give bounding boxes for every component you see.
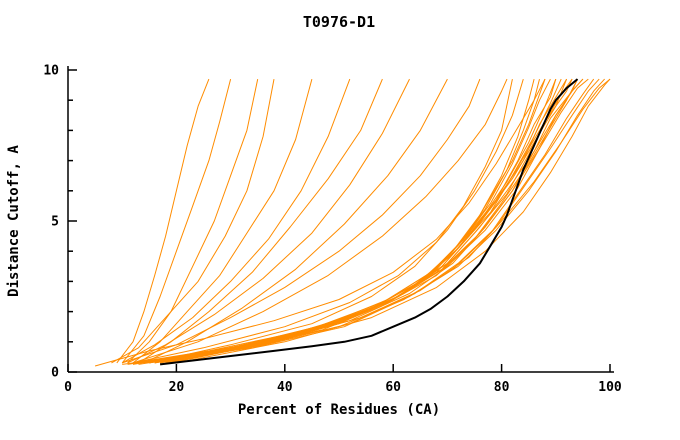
- model-curve: [159, 78, 557, 364]
- model-curve: [94, 78, 546, 367]
- model-curve: [111, 79, 275, 364]
- x-tick-label: 100: [598, 380, 622, 395]
- y-axis-label: Distance Cutoff, A: [6, 145, 22, 297]
- model-curve: [132, 78, 508, 364]
- model-curve: [127, 78, 410, 364]
- model-curve: [138, 78, 589, 364]
- x-tick-label: 20: [169, 380, 185, 395]
- model-curve: [127, 78, 259, 364]
- x-tick-label: 40: [277, 380, 293, 395]
- model-curve: [122, 78, 535, 365]
- y-tick-label: 10: [43, 64, 59, 79]
- model-curve: [132, 78, 313, 364]
- model-curve: [132, 78, 513, 364]
- model-curve: [138, 78, 383, 364]
- model-curve: [149, 78, 524, 364]
- model-curve: [176, 78, 611, 364]
- axis-ticks: [67, 69, 611, 373]
- model-curve: [143, 78, 448, 364]
- model-curve: [122, 78, 481, 364]
- y-tick-label: 5: [51, 215, 59, 230]
- chart-title: T0976-D1: [303, 13, 375, 31]
- highlighted-model-curve: [159, 78, 579, 366]
- x-tick-label: 0: [64, 380, 72, 395]
- axis-tick-labels: 0 20 40 60 80 100 0 5 10: [43, 64, 622, 396]
- model-curve: [149, 78, 595, 364]
- model-curve: [121, 78, 232, 364]
- model-curve: [121, 78, 351, 364]
- model-curve: [138, 78, 562, 365]
- model-curve: [116, 78, 210, 364]
- x-axis-label: Percent of Residues (CA): [238, 402, 440, 418]
- model-curve: [165, 78, 584, 364]
- model-curves: [94, 78, 611, 367]
- axes: [67, 66, 614, 373]
- y-tick-label: 0: [51, 366, 59, 381]
- x-tick-label: 60: [385, 380, 401, 395]
- model-curve: [170, 78, 611, 364]
- x-tick-label: 80: [494, 380, 510, 395]
